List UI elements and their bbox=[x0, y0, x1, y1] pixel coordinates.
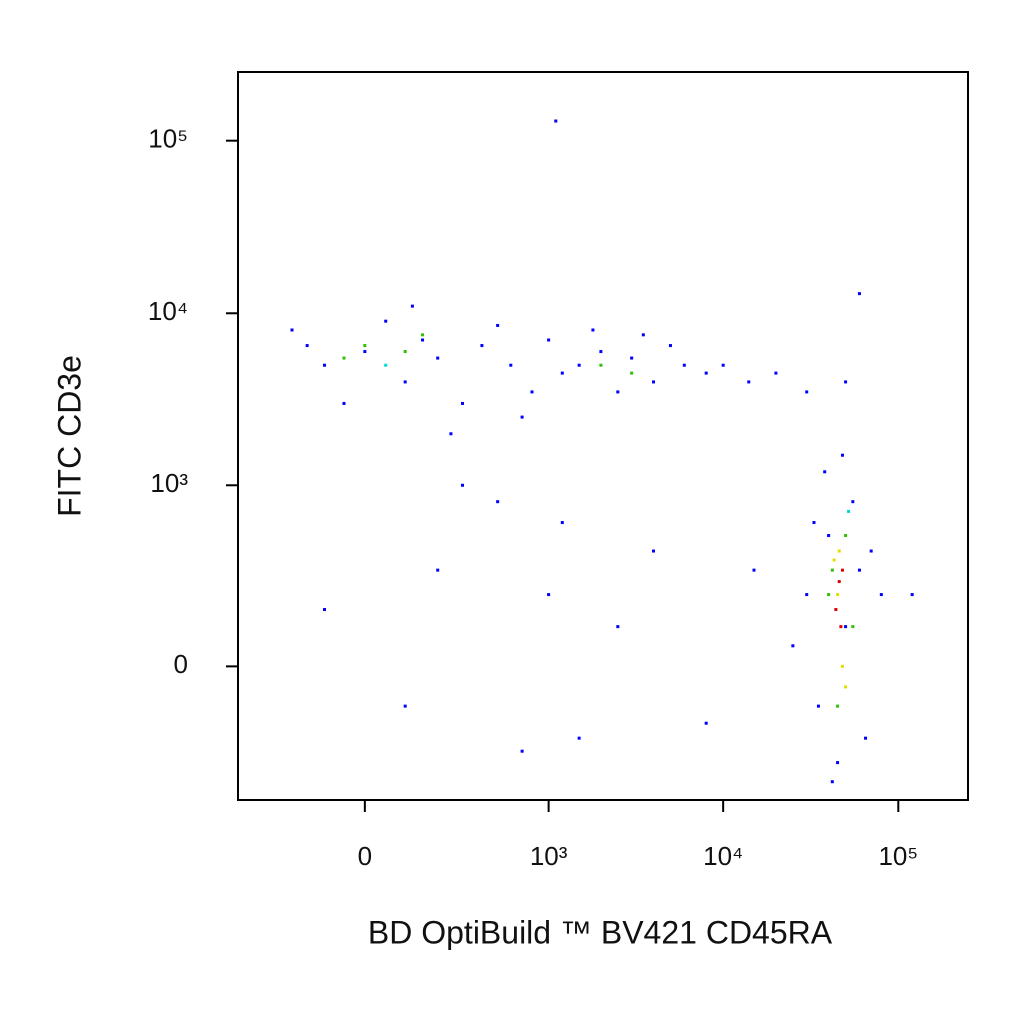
point bbox=[747, 380, 751, 384]
point bbox=[812, 521, 816, 525]
point bbox=[827, 534, 831, 538]
point bbox=[616, 625, 620, 629]
point bbox=[832, 558, 836, 562]
point bbox=[421, 338, 425, 342]
point bbox=[836, 761, 840, 765]
point bbox=[805, 593, 809, 597]
point bbox=[879, 593, 883, 597]
point bbox=[403, 380, 407, 384]
point bbox=[704, 371, 708, 375]
point bbox=[836, 704, 840, 708]
point bbox=[816, 704, 820, 708]
point bbox=[651, 549, 655, 553]
y-tick-label: 10³ bbox=[150, 468, 188, 498]
point bbox=[599, 363, 603, 367]
point bbox=[410, 304, 414, 308]
x-tick-label: 10⁵ bbox=[878, 841, 918, 871]
point bbox=[869, 549, 873, 553]
point bbox=[342, 356, 346, 360]
point bbox=[599, 350, 603, 354]
point bbox=[449, 432, 453, 436]
point bbox=[591, 328, 595, 332]
point bbox=[840, 568, 844, 572]
point bbox=[840, 664, 844, 668]
point bbox=[461, 401, 465, 405]
point bbox=[616, 390, 620, 394]
x-axis-title: BD OptiBuild ™ BV421 CD45RA bbox=[368, 914, 833, 950]
point bbox=[323, 608, 327, 612]
point bbox=[421, 333, 425, 337]
point bbox=[461, 483, 465, 487]
point bbox=[560, 521, 564, 525]
point bbox=[480, 344, 484, 348]
point bbox=[436, 568, 440, 572]
point bbox=[823, 470, 827, 474]
y-tick-label: 10⁴ bbox=[148, 296, 188, 326]
point bbox=[857, 292, 861, 296]
y-axis-title: FITC CD3e bbox=[51, 355, 87, 517]
point bbox=[630, 356, 634, 360]
point bbox=[851, 500, 855, 504]
point bbox=[436, 356, 440, 360]
point bbox=[834, 608, 838, 612]
point bbox=[704, 721, 708, 725]
point bbox=[560, 371, 564, 375]
point bbox=[837, 580, 841, 584]
point bbox=[384, 363, 388, 367]
plot-frame bbox=[237, 71, 969, 801]
point bbox=[290, 328, 294, 332]
point bbox=[840, 453, 844, 457]
point bbox=[830, 568, 834, 572]
point bbox=[839, 625, 843, 629]
point bbox=[641, 333, 645, 337]
point bbox=[363, 350, 367, 354]
y-tick-label: 10⁵ bbox=[148, 124, 188, 154]
x-tick-label: 10³ bbox=[530, 841, 568, 871]
point bbox=[547, 338, 551, 342]
point bbox=[496, 323, 500, 327]
point bbox=[827, 593, 831, 597]
point bbox=[836, 593, 840, 597]
point bbox=[721, 363, 725, 367]
point bbox=[830, 780, 834, 784]
point bbox=[791, 644, 795, 648]
point bbox=[805, 390, 809, 394]
y-tick-label: 0 bbox=[174, 649, 188, 679]
point bbox=[847, 509, 851, 513]
point bbox=[844, 380, 848, 384]
point bbox=[857, 568, 861, 572]
point bbox=[305, 344, 309, 348]
point bbox=[844, 625, 848, 629]
point bbox=[837, 549, 841, 553]
point bbox=[630, 371, 634, 375]
point bbox=[509, 363, 513, 367]
x-tick-label: 0 bbox=[358, 841, 372, 871]
point bbox=[363, 344, 367, 348]
point bbox=[682, 363, 686, 367]
point bbox=[403, 350, 407, 354]
point bbox=[864, 736, 868, 740]
point bbox=[496, 500, 500, 504]
point bbox=[577, 363, 581, 367]
point bbox=[384, 319, 388, 323]
point bbox=[774, 371, 778, 375]
point bbox=[342, 401, 346, 405]
point bbox=[752, 568, 756, 572]
point bbox=[520, 415, 524, 419]
point bbox=[844, 534, 848, 538]
point bbox=[910, 593, 914, 597]
point bbox=[577, 736, 581, 740]
point bbox=[554, 119, 558, 123]
point bbox=[851, 625, 855, 629]
point bbox=[530, 390, 534, 394]
point bbox=[323, 363, 327, 367]
point bbox=[844, 685, 848, 689]
point bbox=[651, 380, 655, 384]
x-tick-label: 10⁴ bbox=[703, 841, 743, 871]
point bbox=[403, 704, 407, 708]
point bbox=[547, 593, 551, 597]
point bbox=[520, 749, 524, 753]
point bbox=[668, 344, 672, 348]
